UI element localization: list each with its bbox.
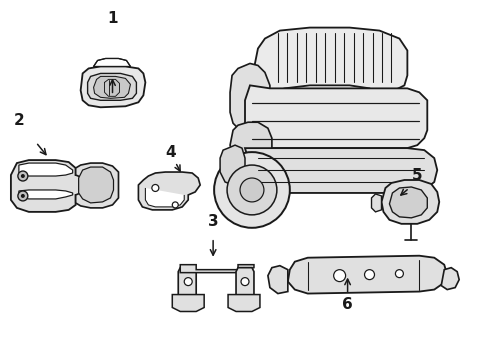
Polygon shape <box>78 167 114 203</box>
Circle shape <box>21 194 25 198</box>
Polygon shape <box>382 180 439 224</box>
Polygon shape <box>146 188 184 207</box>
Polygon shape <box>11 160 91 212</box>
Text: 1: 1 <box>107 11 118 26</box>
Polygon shape <box>19 163 73 176</box>
Polygon shape <box>94 76 130 98</box>
Circle shape <box>21 174 25 178</box>
Circle shape <box>184 278 192 285</box>
Circle shape <box>227 165 277 215</box>
Circle shape <box>18 191 28 201</box>
Polygon shape <box>441 268 459 289</box>
Polygon shape <box>172 294 204 311</box>
Circle shape <box>18 171 28 181</box>
Polygon shape <box>230 63 270 132</box>
Polygon shape <box>230 122 272 170</box>
Circle shape <box>241 278 249 285</box>
Circle shape <box>214 152 290 228</box>
Circle shape <box>395 270 403 278</box>
Circle shape <box>365 270 374 280</box>
Polygon shape <box>245 85 427 148</box>
Polygon shape <box>138 172 200 210</box>
Polygon shape <box>81 67 146 107</box>
Polygon shape <box>390 187 427 218</box>
Polygon shape <box>88 73 136 100</box>
Polygon shape <box>371 194 382 212</box>
Text: 4: 4 <box>165 145 175 159</box>
Polygon shape <box>19 190 73 199</box>
Text: 2: 2 <box>14 113 24 128</box>
Circle shape <box>152 184 159 192</box>
Polygon shape <box>252 28 407 92</box>
Polygon shape <box>75 163 119 208</box>
Circle shape <box>240 178 264 202</box>
Polygon shape <box>220 145 245 185</box>
Polygon shape <box>245 148 437 193</box>
Circle shape <box>172 202 178 208</box>
Polygon shape <box>268 266 288 293</box>
Polygon shape <box>288 256 447 293</box>
Polygon shape <box>94 58 130 67</box>
Polygon shape <box>236 268 254 298</box>
Polygon shape <box>228 294 260 311</box>
Text: 3: 3 <box>208 214 219 229</box>
Polygon shape <box>178 268 196 298</box>
Circle shape <box>334 270 345 282</box>
Text: 5: 5 <box>412 167 423 183</box>
Polygon shape <box>180 265 254 273</box>
Text: 6: 6 <box>342 297 353 312</box>
